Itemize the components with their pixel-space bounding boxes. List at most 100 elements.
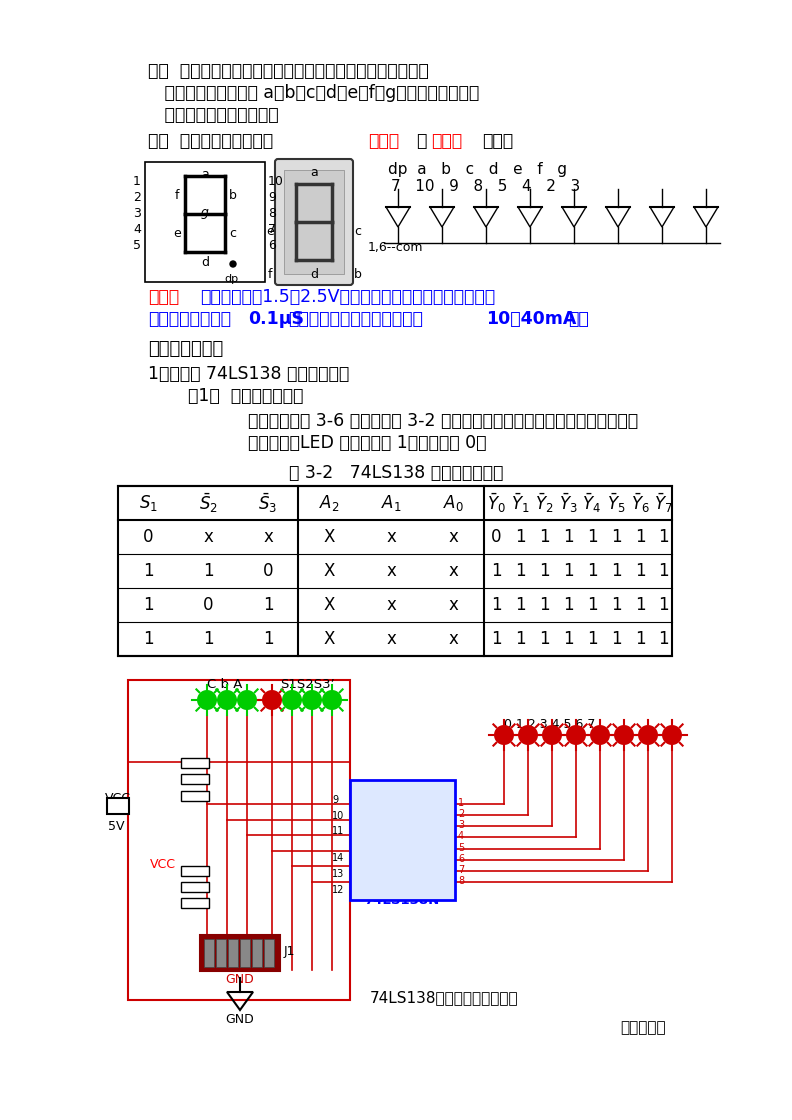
Text: b: b (354, 268, 362, 280)
Text: 4: 4 (133, 223, 141, 236)
Text: 74LS138N: 74LS138N (364, 894, 440, 907)
Circle shape (302, 690, 322, 710)
Text: 9: 9 (268, 192, 276, 204)
Text: 1: 1 (491, 631, 501, 648)
Text: $\bar{Y}_6$: $\bar{Y}_6$ (630, 492, 649, 515)
Text: X: X (323, 528, 335, 547)
Circle shape (614, 725, 634, 745)
Text: Y5  10: Y5 10 (426, 858, 452, 867)
Text: 5V: 5V (108, 820, 124, 833)
Text: 1: 1 (611, 528, 621, 547)
Text: x: x (386, 562, 396, 580)
Text: 1: 1 (143, 631, 154, 648)
Text: 1: 1 (634, 562, 645, 580)
Text: e: e (173, 226, 181, 240)
Text: 1: 1 (634, 528, 645, 547)
Bar (200, 935, 280, 971)
Text: Y3  12: Y3 12 (426, 836, 452, 844)
Text: 1: 1 (657, 631, 668, 648)
Bar (181, 883, 209, 892)
Text: 1,6--com: 1,6--com (368, 241, 424, 254)
Text: x: x (386, 528, 396, 547)
Text: 1: 1 (515, 631, 525, 648)
Text: 1: 1 (515, 562, 525, 580)
Text: f: f (268, 268, 272, 280)
Text: d: d (201, 256, 209, 269)
Bar (264, 939, 274, 967)
Text: x: x (386, 596, 396, 614)
Text: X: X (323, 596, 335, 614)
Text: 1: 1 (491, 562, 501, 580)
Text: 74LS138控制端功能测试电路: 74LS138控制端功能测试电路 (370, 990, 519, 1005)
Text: 9: 9 (332, 795, 338, 805)
Text: C b A: C b A (208, 678, 242, 691)
Text: Y6   9: Y6 9 (428, 869, 452, 878)
Text: 1: 1 (133, 175, 141, 188)
Text: $\bar{S}_2$: $\bar{S}_2$ (199, 492, 218, 515)
Text: 共阳极: 共阳极 (431, 132, 462, 150)
Text: dp  a   b   c   d   e   f   g: dp a b c d e f g (388, 162, 567, 177)
Text: 1: 1 (611, 631, 621, 648)
Text: 1: 1 (562, 596, 573, 614)
Text: 1: 1 (539, 562, 550, 580)
Text: 1: 1 (263, 596, 273, 614)
Text: Y7   7: Y7 7 (428, 880, 452, 889)
Text: Y1  14: Y1 14 (426, 813, 452, 822)
Circle shape (237, 690, 257, 710)
Text: 0: 0 (203, 596, 213, 614)
Text: 1: 1 (539, 631, 550, 648)
Text: 1: 1 (491, 596, 501, 614)
Text: 四、实验步骤：: 四、实验步骤： (148, 340, 223, 358)
Text: 7: 7 (458, 865, 464, 875)
Text: 刘志飞制作: 刘志飞制作 (620, 1020, 665, 1035)
Text: c: c (230, 226, 237, 240)
Text: VCC: VCC (150, 858, 176, 871)
Text: X: X (323, 631, 335, 648)
Text: 测试电路如图 3-6 所示。按表 3-2 所示条件输入开关状态。观察并记录译码器: 测试电路如图 3-6 所示。按表 3-2 所示条件输入开关状态。观察并记录译码器 (248, 412, 638, 430)
Circle shape (518, 725, 538, 745)
Text: ）。: ）。 (568, 310, 588, 328)
Circle shape (590, 725, 610, 745)
Text: 输出状态。LED 指示灯亮为 1，灯不亮为 0。: 输出状态。LED 指示灯亮为 1，灯不亮为 0。 (248, 435, 486, 452)
Text: $\bar{Y}_5$: $\bar{Y}_5$ (607, 492, 626, 515)
Text: 5: 5 (133, 239, 141, 252)
Text: 3: 3 (458, 820, 464, 830)
Text: 1: 1 (634, 596, 645, 614)
Text: 特点：: 特点： (148, 288, 179, 306)
Text: 11: 11 (332, 827, 345, 837)
Bar (252, 939, 262, 967)
Text: 和: 和 (416, 132, 426, 150)
Text: 1: 1 (562, 631, 573, 648)
Circle shape (197, 690, 217, 710)
Text: 7: 7 (268, 223, 276, 236)
Circle shape (282, 690, 302, 710)
Text: 发光管，七段分别为 a、b、c、d、e、f、g，显示那个字型，: 发光管，七段分别为 a、b、c、d、e、f、g，显示那个字型， (148, 84, 479, 102)
Circle shape (662, 725, 682, 745)
Text: x: x (263, 528, 273, 547)
Text: 0: 0 (491, 528, 501, 547)
Text: 12: 12 (332, 885, 345, 895)
Bar (118, 486, 672, 656)
Text: 3  C: 3 C (354, 833, 371, 842)
Text: 则相应段的发光管发光。: 则相应段的发光管发光。 (148, 106, 279, 124)
Text: Y0  15: Y0 15 (426, 802, 452, 811)
Text: 1: 1 (515, 528, 525, 547)
Text: 1: 1 (458, 799, 464, 808)
Text: 1: 1 (562, 562, 573, 580)
FancyBboxPatch shape (275, 159, 353, 284)
Bar (181, 866, 209, 876)
Text: 10: 10 (332, 811, 345, 821)
Text: 1: 1 (634, 631, 645, 648)
Circle shape (638, 725, 658, 745)
Text: 6: 6 (268, 239, 276, 252)
Text: c: c (355, 224, 361, 237)
Text: 10～40mA: 10～40mA (486, 310, 577, 328)
Text: $S_1$: $S_1$ (139, 493, 158, 513)
Bar (204, 939, 214, 967)
Text: 两种。: 两种。 (482, 132, 513, 150)
Text: 1: 1 (143, 596, 154, 614)
Text: 14: 14 (332, 853, 345, 864)
Bar (216, 939, 226, 967)
Bar (181, 898, 209, 908)
Text: g: g (201, 205, 209, 218)
